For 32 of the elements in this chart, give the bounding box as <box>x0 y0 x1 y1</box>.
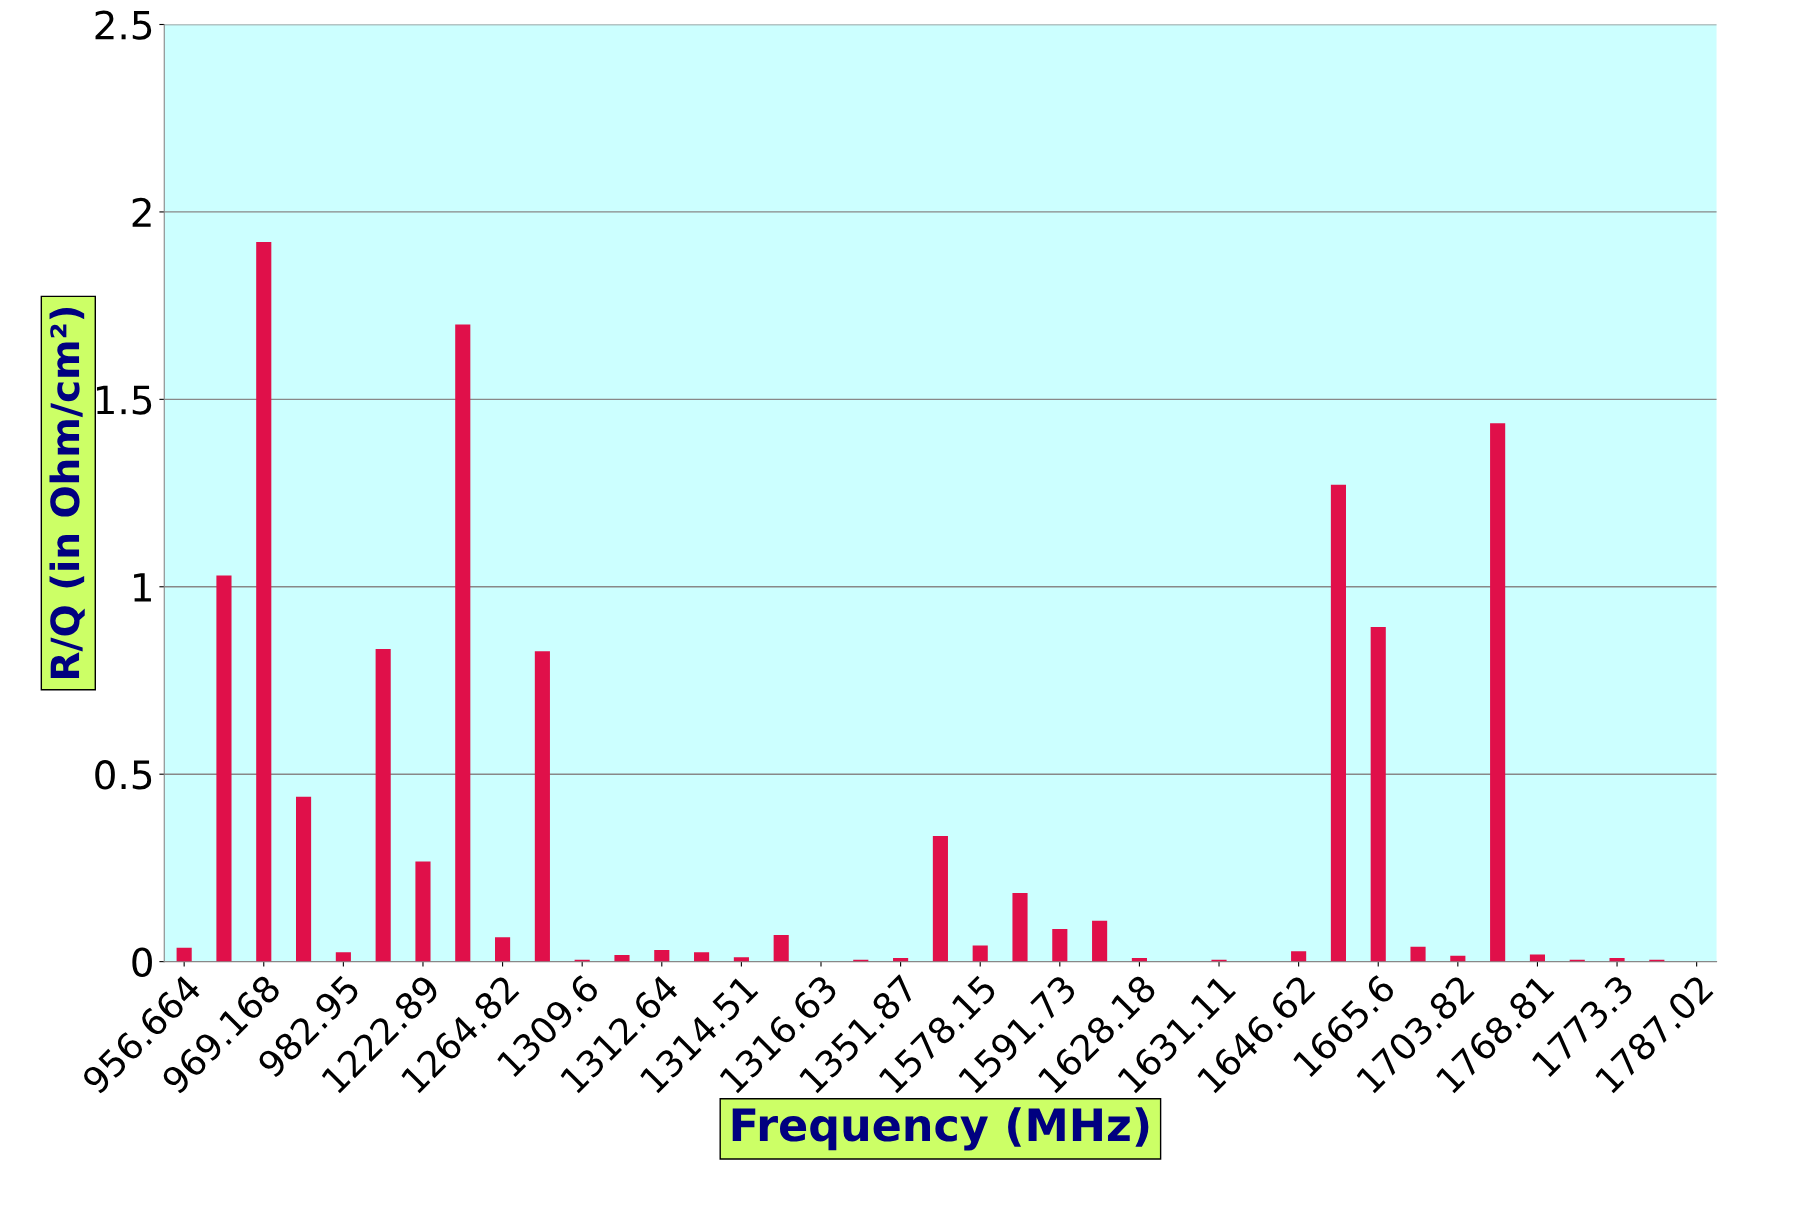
bar <box>216 575 232 962</box>
bar <box>932 836 948 962</box>
bar <box>176 947 192 962</box>
bar <box>1092 920 1108 962</box>
bar <box>256 241 272 962</box>
bar <box>335 952 351 962</box>
bar <box>375 649 391 962</box>
bar <box>1410 946 1426 962</box>
bar <box>614 954 630 962</box>
bar <box>972 945 988 962</box>
bar <box>1370 626 1386 962</box>
y-tick-label: 2 <box>132 197 151 227</box>
bar <box>534 651 550 962</box>
y-tick-label: 2.5 <box>95 10 152 40</box>
x-axis-title: Frequency (MHz) <box>732 1107 1149 1151</box>
bar <box>773 935 789 962</box>
bar <box>495 937 511 962</box>
bar <box>694 952 710 962</box>
bar <box>1330 484 1346 962</box>
y-axis-title: R/Q (in Ohm/cm²) <box>49 307 85 678</box>
y-tick-label: 0.5 <box>95 760 152 790</box>
y-tick-label: 0 <box>132 947 152 977</box>
bar <box>1291 951 1307 962</box>
bar <box>415 861 431 962</box>
bar <box>1490 423 1506 962</box>
y-tick-label: 1 <box>134 573 151 602</box>
bar <box>455 324 471 962</box>
bar <box>1012 893 1028 962</box>
bar <box>1052 929 1068 962</box>
bar <box>296 796 312 962</box>
bar <box>654 950 670 962</box>
y-tick-label: 1.5 <box>96 385 152 415</box>
